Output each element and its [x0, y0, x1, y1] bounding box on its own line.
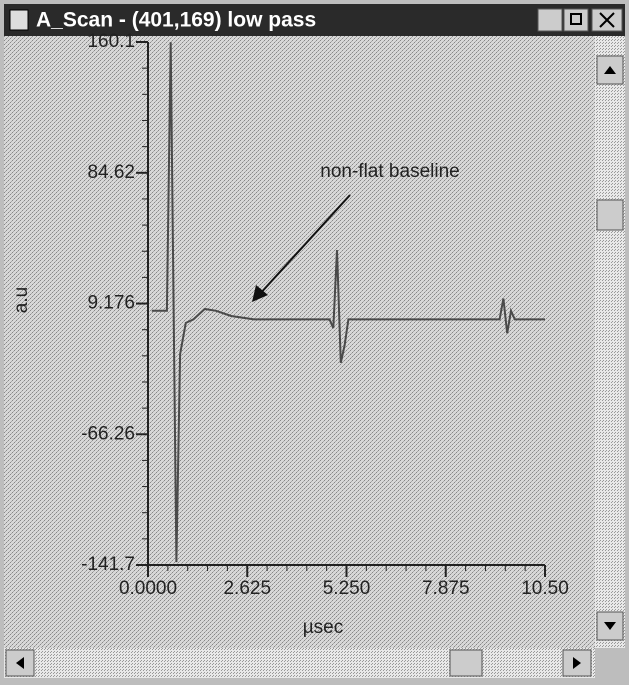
x-tick-label: 7.875 [422, 578, 470, 599]
y-tick-label: -141.7 [81, 554, 135, 575]
close-icon [599, 12, 615, 28]
app-icon [9, 9, 29, 31]
y-tick-label: 160.1 [87, 31, 135, 52]
up-arrow [604, 66, 616, 74]
maximize-button[interactable] [563, 8, 589, 32]
horizontal-scrollbar[interactable] [4, 648, 595, 678]
right-arrow [573, 657, 581, 669]
x-tick-label: 2.625 [223, 578, 271, 599]
annotation-arrow [257, 194, 351, 297]
y-tick-label: -66.26 [81, 423, 135, 444]
down-arrow [604, 622, 616, 630]
left-arrow [16, 657, 24, 669]
vertical-thumb[interactable] [596, 199, 624, 231]
title-bar [4, 4, 625, 36]
scroll-down-button[interactable] [596, 611, 624, 641]
x-tick-label: 5.250 [323, 578, 371, 599]
y-axis-label: a.u [11, 287, 32, 313]
x-tick-label: 10.50 [521, 578, 569, 599]
window-title: A_Scan - (401,169) low pass [36, 9, 316, 32]
signal-line [151, 42, 545, 563]
annotation-arrowhead [252, 285, 268, 302]
vertical-scrollbar[interactable] [595, 36, 625, 648]
horizontal-thumb[interactable] [449, 649, 483, 677]
x-tick-label: 0.0000 [119, 578, 177, 599]
y-tick-label: 9.176 [87, 293, 135, 314]
minimize-button[interactable] [537, 8, 563, 32]
x-axis-label: µsec [303, 617, 344, 638]
plot-background [4, 36, 595, 648]
maximize-icon [570, 13, 582, 25]
annotation: non-flat baseline [320, 161, 459, 182]
y-tick-label: 84.62 [87, 162, 135, 183]
